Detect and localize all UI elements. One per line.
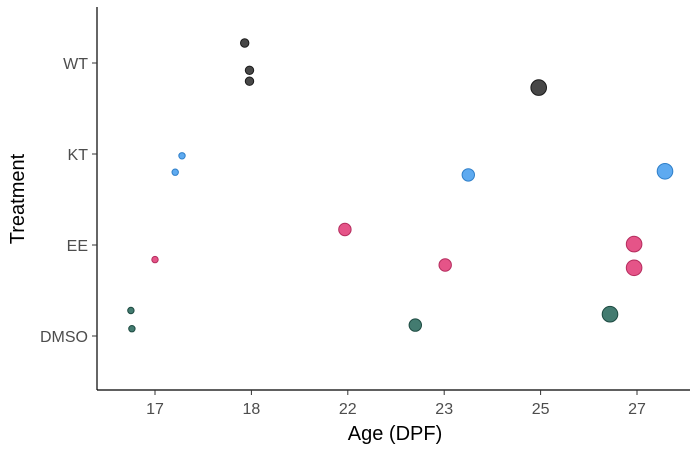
data-point <box>408 318 422 332</box>
data-point <box>128 325 136 333</box>
x-tick-label: 23 <box>435 401 453 418</box>
y-ticks: DMSO EE KT WT <box>40 56 97 346</box>
points-layer <box>127 38 674 333</box>
x-ticks: 17 18 22 23 25 27 <box>146 390 646 418</box>
data-point <box>438 258 452 272</box>
data-point <box>601 305 619 323</box>
data-point <box>338 222 352 237</box>
y-axis-title: Treatment <box>7 153 29 244</box>
data-point <box>151 255 159 264</box>
data-point <box>244 76 255 86</box>
data-point <box>178 152 186 160</box>
y-tick-label: WT <box>63 56 88 73</box>
y-tick-label: KT <box>68 147 89 164</box>
data-point <box>171 168 179 176</box>
data-point <box>461 168 475 182</box>
x-tick-label: 22 <box>339 401 357 418</box>
data-point <box>244 65 255 76</box>
x-tick-label: 25 <box>532 401 550 418</box>
x-axis-title: Age (DPF) <box>348 423 442 445</box>
x-tick-label: 27 <box>628 401 646 418</box>
x-tick-label: 18 <box>243 401 261 418</box>
data-point <box>625 235 643 253</box>
y-tick-label: DMSO <box>40 329 88 346</box>
y-tick-label: EE <box>67 238 88 255</box>
data-point <box>240 38 250 48</box>
data-point <box>530 79 548 96</box>
data-point <box>656 163 674 180</box>
data-point <box>127 306 135 315</box>
x-tick-label: 17 <box>146 401 164 418</box>
data-point <box>625 259 643 277</box>
